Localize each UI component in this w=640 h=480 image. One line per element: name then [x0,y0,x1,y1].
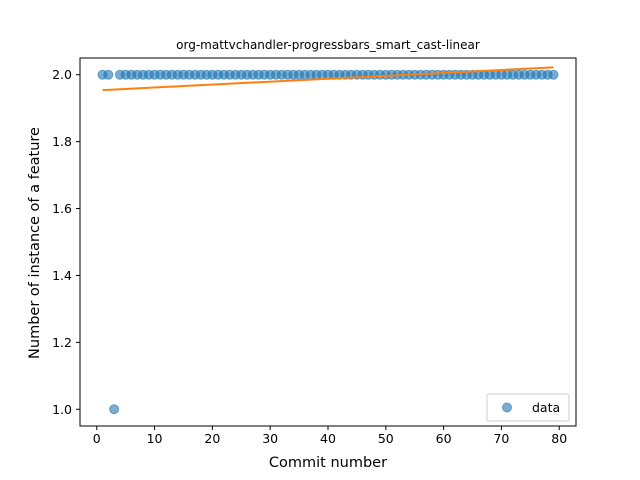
x-tick-label: 70 [493,431,509,446]
y-tick-label: 1.8 [52,134,72,149]
data-point [548,69,559,80]
legend-frame [486,393,570,422]
y-tick-label: 1.0 [52,402,72,417]
axes: 0 10 20 30 40 50 60 70 80 1.0 1.2 1.4 1.6 1.8 2.0 [52,57,577,446]
trend-line [102,66,554,92]
x-tick-label: 60 [436,431,452,446]
plot-area [97,66,559,415]
legend: data [486,393,570,422]
legend-label-data: data [532,400,560,415]
x-tick-label: 10 [147,431,163,446]
y-tick-label: 2.0 [52,67,72,82]
y-tick-label: 1.6 [52,201,72,216]
data-point [109,404,120,415]
x-tick-label: 50 [378,431,394,446]
x-axis-title: Commit number [269,455,387,471]
x-tick-label: 30 [262,431,278,446]
chart-title: org-mattvchandler-progressbars_smart_cas… [176,38,480,52]
y-axis-title: Number of instance of a feature [27,127,43,359]
data-point [103,69,114,80]
x-tick-label: 40 [320,431,336,446]
x-tick-label: 20 [204,431,220,446]
x-tick-label: 0 [93,431,101,446]
y-tick-label: 1.4 [52,268,72,283]
x-tick-label: 80 [551,431,567,446]
y-tick-label: 1.2 [52,335,72,350]
legend-marker-data [502,402,512,413]
